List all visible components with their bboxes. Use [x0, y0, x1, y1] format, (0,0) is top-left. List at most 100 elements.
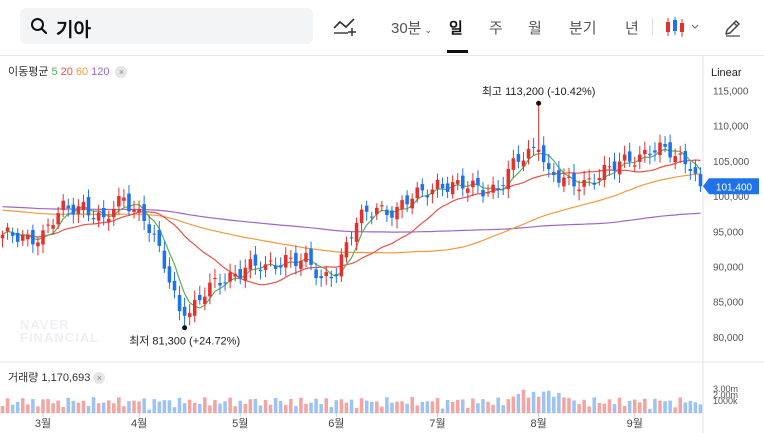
- tab-year[interactable]: 년: [625, 20, 639, 37]
- candle-body: [627, 151, 632, 162]
- candle-body: [152, 233, 157, 235]
- candle-body: [223, 282, 227, 284]
- volume-bar: [415, 405, 420, 413]
- candle-body: [76, 206, 81, 215]
- candle-body: [683, 151, 688, 165]
- price-tick-label: 100,000: [713, 192, 750, 203]
- volume-bar: [592, 397, 597, 413]
- candle-body: [582, 180, 586, 187]
- candle-body: [415, 187, 420, 199]
- volume-bar: [476, 403, 480, 413]
- volume-bar: [157, 401, 162, 413]
- candle-body: [602, 164, 607, 180]
- candle-body: [380, 205, 384, 207]
- candle-body: [546, 163, 551, 170]
- price-tick-label: 95,000: [713, 227, 744, 238]
- date-tick-label: 5월: [232, 417, 248, 430]
- candle-body: [258, 269, 263, 272]
- candle-body: [455, 180, 460, 184]
- candle-type-icon[interactable]: [664, 16, 700, 38]
- price-tick-label: 85,000: [713, 298, 744, 309]
- tab-week[interactable]: 주: [489, 20, 503, 37]
- volume-bar: [450, 401, 455, 413]
- candle-body: [693, 167, 698, 174]
- volume-bar: [182, 403, 187, 413]
- candle-body: [622, 154, 627, 161]
- candle-body: [698, 174, 703, 187]
- ma60-legend[interactable]: 60: [75, 66, 89, 78]
- candle-body: [208, 282, 212, 297]
- close-icon[interactable]: ×: [115, 66, 128, 78]
- volume-bar: [96, 403, 101, 413]
- volume-bar: [46, 399, 50, 413]
- candle-body: [496, 188, 500, 191]
- volume-bar: [26, 404, 30, 413]
- volume-bar: [516, 393, 521, 413]
- volume-bar: [668, 400, 672, 413]
- volume-bar: [278, 401, 283, 413]
- volume-bar: [112, 403, 116, 413]
- candle-body: [46, 224, 50, 226]
- volume-bar: [364, 400, 369, 413]
- volume-bar: [324, 398, 328, 413]
- candle-body: [273, 265, 278, 269]
- candle-body: [289, 257, 293, 259]
- ma5-legend[interactable]: 5: [51, 66, 58, 78]
- volume-bar: [137, 401, 141, 413]
- volume-bar: [15, 401, 20, 413]
- candle-body: [112, 208, 116, 218]
- watermark-line1: NAVER: [20, 317, 70, 332]
- indicator-add-icon[interactable]: [333, 15, 359, 37]
- volume-bar: [546, 390, 551, 413]
- ma120-legend[interactable]: 120: [91, 66, 110, 78]
- volume-bar: [658, 400, 662, 413]
- date-tick-label: 6월: [328, 417, 344, 430]
- search-input[interactable]: 기아: [56, 20, 91, 41]
- ma60-line: [2, 173, 701, 254]
- volume-bar: [445, 399, 450, 413]
- candle-body: [541, 145, 546, 163]
- pencil-draw-icon[interactable]: [723, 17, 743, 37]
- stock-search-box[interactable]: 기아: [20, 8, 313, 44]
- tab-quarter[interactable]: 분기: [569, 20, 597, 37]
- volume-bar: [86, 405, 91, 413]
- volume-bar: [233, 406, 237, 413]
- candle-body: [688, 169, 693, 172]
- candle-body: [617, 161, 622, 175]
- candle-body: [349, 237, 354, 239]
- candle-body: [466, 188, 470, 193]
- candle-body: [572, 173, 576, 187]
- volume-bar: [243, 403, 248, 413]
- volume-bar: [198, 403, 202, 413]
- volume-bar: [481, 399, 485, 413]
- candle-body: [673, 156, 677, 163]
- scale-selector[interactable]: Linear: [711, 67, 742, 79]
- volume-bar: [106, 400, 111, 413]
- volume-legend: 거래량 1,170,693 ×: [8, 369, 106, 385]
- chart-toolbar: 기아 30분 ⌄ 일 주 월 분기 년: [0, 0, 764, 56]
- candle-body: [501, 185, 505, 187]
- volume-bar: [283, 405, 288, 413]
- volume-bar: [203, 397, 207, 413]
- candle-body: [587, 178, 591, 180]
- tab-month[interactable]: 월: [528, 20, 542, 37]
- volume-bar: [319, 404, 323, 413]
- volume-bar: [334, 400, 339, 413]
- volume-bar: [643, 398, 647, 413]
- volume-bar: [248, 399, 253, 413]
- volume-bar: [552, 396, 556, 413]
- ma20-legend[interactable]: 20: [60, 66, 73, 78]
- volume-bar: [354, 407, 359, 413]
- volume-bar: [51, 403, 55, 413]
- volume-bar: [31, 399, 35, 413]
- tab-day[interactable]: 일: [449, 20, 463, 37]
- current-price-label: 101,400: [716, 182, 753, 193]
- candlestick-chart[interactable]: 115,000 110,000 105,000 100,000 95,000 90,000…: [0, 56, 764, 433]
- volume-bar: [309, 402, 313, 413]
- candle-body: [142, 204, 146, 222]
- candle-body: [309, 248, 313, 265]
- candle-body: [162, 250, 167, 269]
- interval-30m-dropdown[interactable]: 30분 ⌄: [391, 17, 432, 38]
- candle-body: [476, 177, 480, 186]
- close-icon[interactable]: ×: [93, 372, 106, 384]
